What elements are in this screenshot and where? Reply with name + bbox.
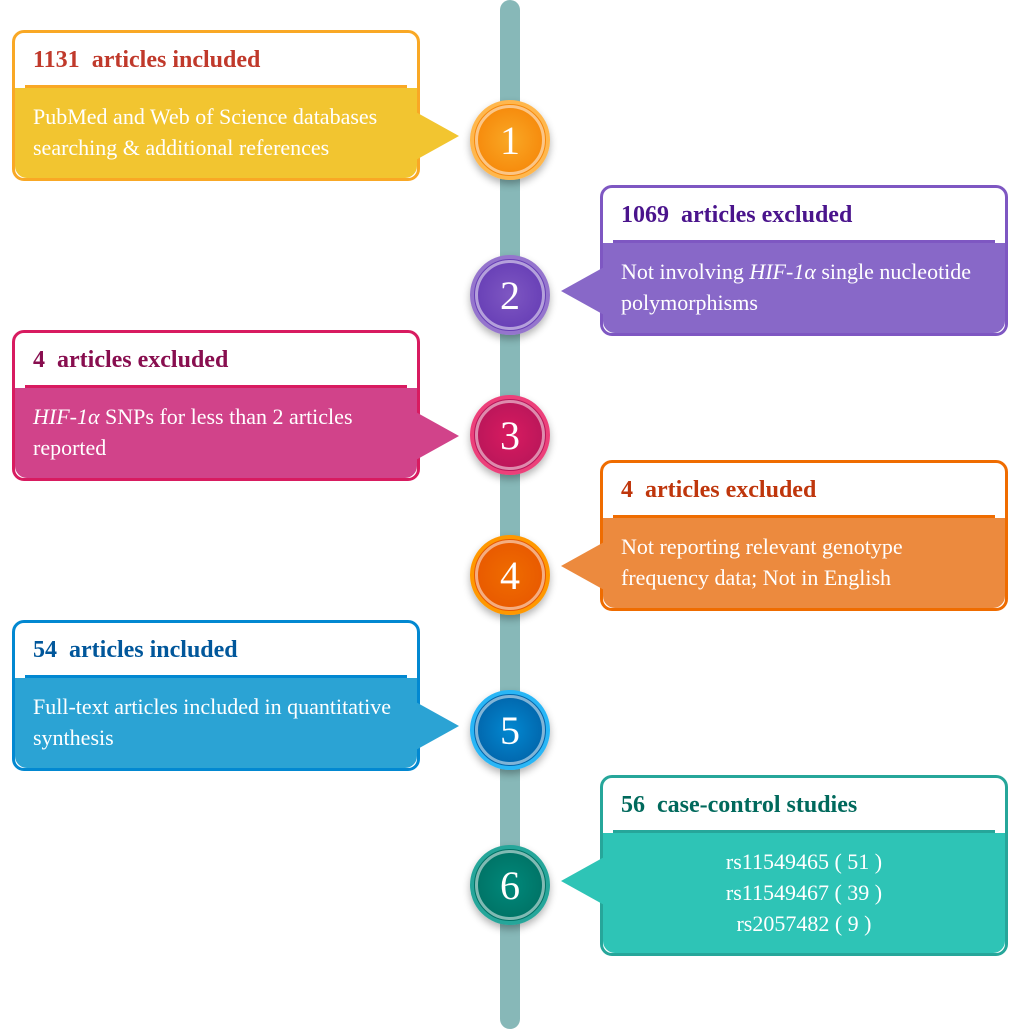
header-text: articles included <box>92 47 261 73</box>
pointer-icon <box>561 266 606 316</box>
step-number: 2 <box>500 272 520 319</box>
pointer-icon <box>561 541 606 591</box>
header-count: 54 <box>33 637 57 663</box>
step-box-4: 4 articles excluded Not reporting releva… <box>600 460 1008 611</box>
header-text: case-control studies <box>657 792 857 818</box>
step-header-2: 1069 articles excluded <box>603 188 1005 243</box>
step-header-3: 4 articles excluded <box>15 333 417 388</box>
header-count: 56 <box>621 792 645 818</box>
step-circle-1: 1 <box>470 100 550 180</box>
step-number: 3 <box>500 412 520 459</box>
step-header-1: 1131 articles included <box>15 33 417 88</box>
header-text: articles excluded <box>681 202 852 228</box>
step-circle-4: 4 <box>470 535 550 615</box>
step-header-5: 54 articles included <box>15 623 417 678</box>
header-text: articles included <box>69 637 238 663</box>
step-body-1: PubMed and Web of Science databases sear… <box>15 88 417 178</box>
step-circle-3: 3 <box>470 395 550 475</box>
step-box-3: 4 articles excluded HIF-1α SNPs for less… <box>12 330 420 481</box>
step-body-5: Full-text articles included in quantitat… <box>15 678 417 768</box>
header-text: articles excluded <box>57 347 228 373</box>
step-number: 5 <box>500 707 520 754</box>
step-circle-6: 6 <box>470 845 550 925</box>
body-line: rs11549465 ( 51 ) <box>621 847 987 878</box>
header-count: 4 <box>33 347 45 373</box>
step-box-2: 1069 articles excluded Not involving HIF… <box>600 185 1008 336</box>
pointer-icon <box>414 701 459 751</box>
step-body-3: HIF-1α SNPs for less than 2 articles rep… <box>15 388 417 478</box>
header-count: 4 <box>621 477 633 503</box>
pointer-icon <box>414 111 459 161</box>
step-circle-2: 2 <box>470 255 550 335</box>
header-count: 1069 <box>621 202 669 228</box>
step-circle-5: 5 <box>470 690 550 770</box>
step-body-2: Not involving HIF-1α single nucleotide p… <box>603 243 1005 333</box>
step-box-6: 56 case-control studies rs11549465 ( 51 … <box>600 775 1008 956</box>
step-header-6: 56 case-control studies <box>603 778 1005 833</box>
step-header-4: 4 articles excluded <box>603 463 1005 518</box>
step-box-5: 54 articles included Full-text articles … <box>12 620 420 771</box>
step-number: 6 <box>500 862 520 909</box>
pointer-icon <box>414 411 459 461</box>
body-line: rs11549467 ( 39 ) <box>621 878 987 909</box>
step-body-4: Not reporting relevant genotype frequenc… <box>603 518 1005 608</box>
header-text: articles excluded <box>645 477 816 503</box>
pointer-icon <box>561 856 606 906</box>
step-number: 1 <box>500 117 520 164</box>
step-number: 4 <box>500 552 520 599</box>
body-line: rs2057482 ( 9 ) <box>621 909 987 940</box>
header-count: 1131 <box>33 47 80 73</box>
step-body-6: rs11549465 ( 51 ) rs11549467 ( 39 ) rs20… <box>603 833 1005 953</box>
step-box-1: 1131 articles included PubMed and Web of… <box>12 30 420 181</box>
